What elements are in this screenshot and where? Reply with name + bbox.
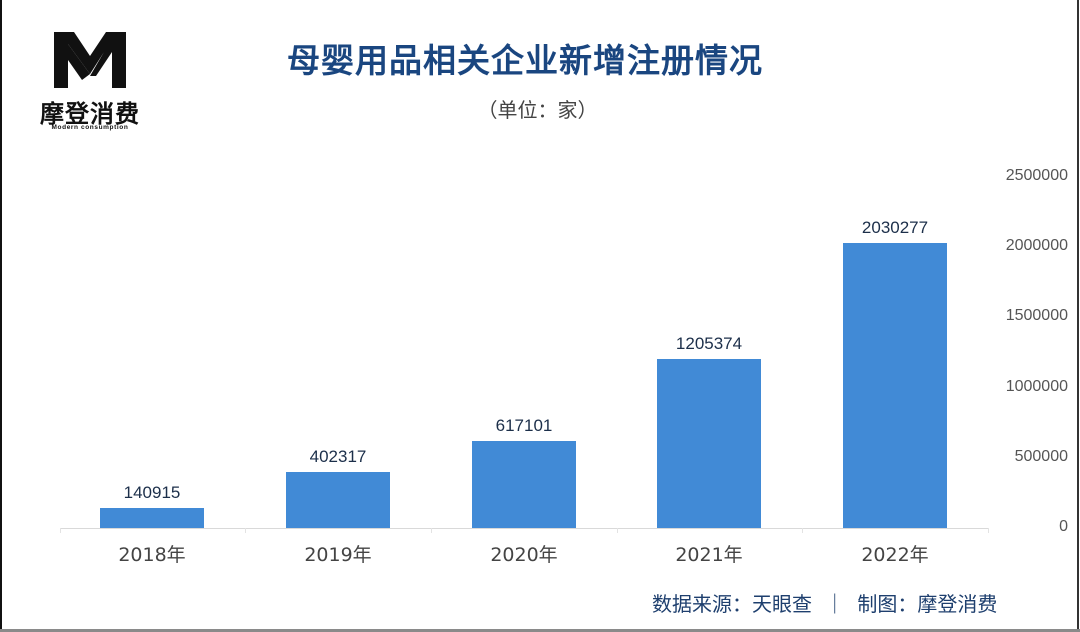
frame-border-bottom <box>0 629 1080 632</box>
chart-subtitle: （单位：家） <box>477 98 598 122</box>
bar-value-label: 402317 <box>309 446 367 466</box>
source-footer: 数据来源：天眼查 ｜ 制图：摩登消费 <box>652 592 998 616</box>
x-axis-tick <box>245 528 246 533</box>
bar-value-label: 2030277 <box>861 217 929 237</box>
brand-logo: 摩登消费 Modern consumption <box>40 30 140 135</box>
frame-border-left <box>0 0 2 632</box>
y-axis-label: 1500000 <box>1005 307 1068 325</box>
frame-border-right <box>1077 0 1079 632</box>
chart-title: 母婴用品相关企业新增注册情况 <box>287 41 763 80</box>
x-axis-tick <box>431 528 432 533</box>
y-axis-label: 500000 <box>1014 447 1068 465</box>
x-axis-line <box>60 528 988 529</box>
x-axis-tick <box>60 528 61 533</box>
bar-value-label: 617101 <box>495 416 553 436</box>
m-logo-icon <box>54 32 126 88</box>
bar-value-label: 1205374 <box>675 333 743 353</box>
y-axis-label: 1000000 <box>1005 377 1068 395</box>
y-axis-label: 2500000 <box>1005 167 1068 184</box>
logo-name-cn: 摩登消费 <box>40 100 140 128</box>
x-axis-tick <box>988 528 989 533</box>
x-axis-tick <box>802 528 803 533</box>
y-axis-label: 2000000 <box>1005 237 1068 255</box>
bar-2022 <box>843 242 947 528</box>
logo-name-en: Modern consumption <box>51 124 129 131</box>
x-axis-label: 2021年 <box>675 544 743 566</box>
x-axis-label: 2018年 <box>118 544 186 566</box>
x-axis-label: 2020年 <box>490 544 558 566</box>
bar-2020 <box>472 441 576 528</box>
x-axis-tick <box>617 528 618 533</box>
x-axis-label: 2019年 <box>304 544 372 566</box>
bar-2018 <box>100 508 204 528</box>
bar-value-label: 140915 <box>123 483 181 503</box>
bar-2019 <box>286 471 390 528</box>
x-axis-label: 2022年 <box>861 544 929 566</box>
y-axis-label: 0 <box>1059 518 1068 535</box>
bar-2021 <box>657 358 761 528</box>
